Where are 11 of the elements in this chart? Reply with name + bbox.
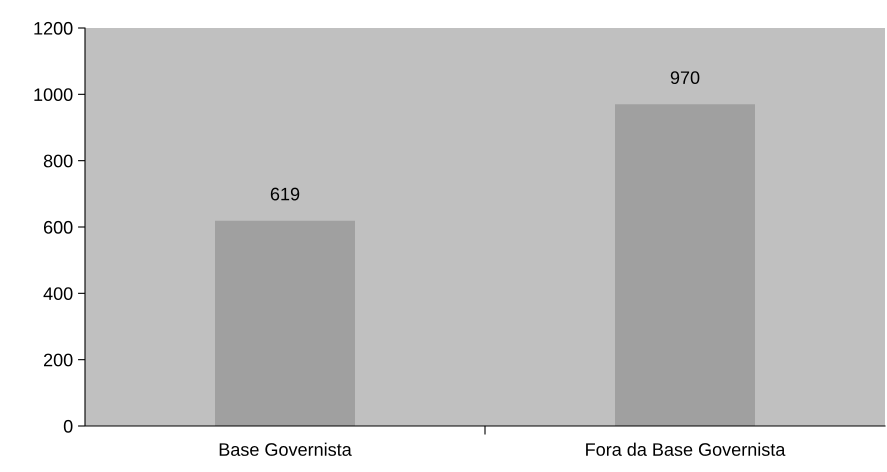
y-tick-label: 1200 [34, 22, 72, 35]
y-tick-label: 400 [43, 287, 72, 300]
data-label: 970 [670, 71, 700, 84]
y-tick-label: 800 [44, 154, 72, 168]
y-tick-label: 200 [44, 354, 72, 366]
data-label: 619 [270, 188, 300, 200]
x-tick-label: Fora da Base Governista [586, 442, 786, 456]
x-tick-label: Base Governista [220, 442, 352, 456]
y-tick-label: 1000 [34, 88, 72, 102]
y-tick-label: 600 [44, 220, 72, 234]
y-tick-label: 0 [64, 420, 72, 433]
